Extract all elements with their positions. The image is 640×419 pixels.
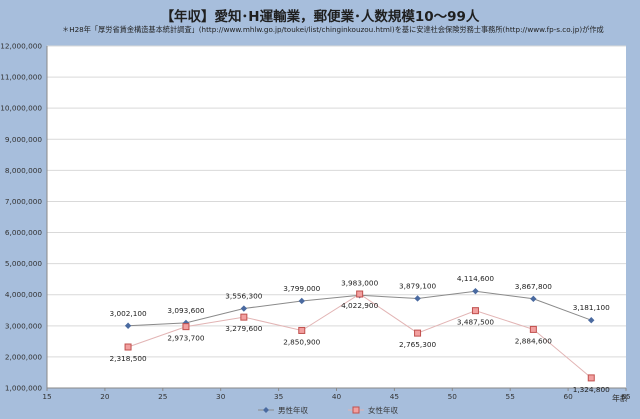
- x-tick-label: 20: [100, 392, 110, 401]
- x-tick-label: 45: [390, 392, 399, 401]
- data-labels: 3,002,100 3,093,600 3,556,300 3,799,000 3,98…: [109, 274, 610, 394]
- legend-marker-male: [263, 407, 269, 413]
- female-data-point: [124, 343, 132, 351]
- female-data-label: 1,324,800: [573, 385, 610, 394]
- y-tick-label: 12,000,000: [0, 42, 42, 51]
- plot-area: [47, 46, 626, 388]
- male-data-label: 4,114,600: [457, 274, 494, 283]
- legend-label: 女性年収: [368, 405, 398, 415]
- male-data-point: [124, 322, 132, 329]
- x-axis-title: 年齢: [612, 393, 628, 403]
- male-data-label: 3,181,100: [573, 303, 610, 312]
- female-data-label: 2,884,600: [515, 336, 552, 345]
- female-data-label: 2,318,500: [109, 354, 146, 363]
- y-tick-label: 11,000,000: [0, 73, 42, 82]
- male-data-label: 3,799,000: [283, 284, 320, 293]
- female-data-point: [298, 326, 306, 334]
- legend-marker-female: [352, 406, 360, 414]
- female-data-label: 2,973,700: [167, 334, 204, 343]
- x-axis-ticks: 15 20 25 30 35 40 45 50 55 60 65: [42, 388, 631, 401]
- x-tick-label: 30: [216, 392, 226, 401]
- y-tick-label: 5,000,000: [5, 259, 42, 268]
- male-data-label: 3,093,600: [167, 306, 204, 315]
- series-layer: [124, 287, 595, 382]
- chart-title: 【年収】愛知･H運輸業，郵便業･人数規模10～99人: [160, 9, 480, 25]
- female-data-point: [529, 325, 537, 333]
- male-data-label: 3,983,000: [341, 278, 378, 287]
- legend: 男性年収 女性年収: [258, 405, 398, 415]
- y-tick-label: 3,000,000: [5, 321, 42, 330]
- female-data-label: 3,279,600: [225, 324, 262, 333]
- y-tick-label: 10,000,000: [0, 104, 42, 113]
- y-tick-label: 1,000,000: [5, 384, 42, 393]
- female-data-label: 2,850,900: [283, 337, 320, 346]
- y-tick-label: 2,000,000: [5, 352, 42, 361]
- female-data-point: [182, 323, 190, 331]
- x-tick-label: 55: [506, 392, 515, 401]
- male-data-point: [240, 305, 248, 312]
- legend-label: 男性年収: [278, 405, 308, 415]
- male-data-point: [530, 295, 537, 303]
- female-data-point: [471, 307, 479, 315]
- y-tick-label: 6,000,000: [5, 228, 42, 237]
- female-data-point: [587, 374, 595, 382]
- chart-subtitle: ＊H28年「厚労省賃金構造基本統計調査」(http://www.mhlw.go.…: [62, 25, 604, 34]
- male-data-label: 3,556,300: [225, 292, 262, 301]
- male-data-point: [472, 287, 479, 295]
- female-data-label: 3,487,500: [457, 318, 494, 327]
- y-tick-label: 7,000,000: [5, 197, 42, 206]
- male-data-label: 3,002,100: [109, 309, 146, 318]
- x-tick-label: 15: [42, 392, 51, 401]
- male-data-label: 3,867,800: [515, 282, 552, 291]
- x-tick-label: 40: [332, 392, 342, 401]
- x-tick-label: 25: [158, 392, 167, 401]
- female-data-label: 4,022,900: [341, 301, 378, 310]
- female-data-point: [356, 290, 364, 298]
- y-tick-label: 4,000,000: [5, 290, 42, 299]
- x-tick-label: 50: [448, 392, 458, 401]
- x-tick-label: 35: [274, 392, 283, 401]
- male-data-point: [414, 295, 421, 302]
- female-data-label: 2,765,300: [399, 340, 436, 349]
- x-tick-label: 60: [563, 392, 573, 401]
- male-data-point: [298, 297, 305, 305]
- male-data-label: 3,879,100: [399, 281, 436, 290]
- y-tick-label: 9,000,000: [5, 135, 42, 144]
- y-axis-ticks: 1,000,000 2,000,000 3,000,000 4,000,000 5,00…: [0, 42, 42, 393]
- x-tick-label: 65: [621, 392, 630, 401]
- female-data-point: [414, 329, 422, 337]
- male-data-point: [588, 316, 595, 324]
- female-data-point: [240, 313, 248, 321]
- y-tick-label: 8,000,000: [5, 166, 42, 175]
